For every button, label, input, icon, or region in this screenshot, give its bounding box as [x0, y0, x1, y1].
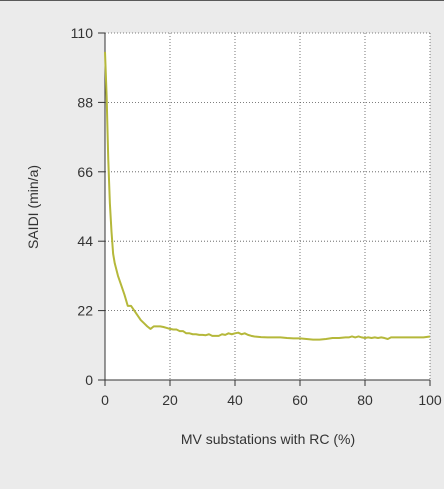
x-tick-label: 60: [292, 392, 308, 408]
grid: [105, 33, 430, 380]
y-tick-label: 44: [77, 233, 93, 249]
y-tick-label: 88: [77, 94, 93, 110]
x-tick-label: 80: [357, 392, 373, 408]
plot-background: [105, 33, 430, 380]
y-tick-label: 110: [71, 25, 94, 41]
x-tick-label: 20: [162, 392, 178, 408]
y-tick-label: 0: [85, 372, 93, 388]
x-tick-label: 100: [418, 392, 442, 408]
x-tick-label: 0: [101, 392, 109, 408]
x-tick-label: 40: [227, 392, 243, 408]
x-axis-label: MV substations with RC (%): [181, 431, 355, 447]
y-tick-label: 66: [77, 164, 93, 180]
y-axis-label: SAIDI (min/a): [25, 165, 41, 249]
y-tick-label: 22: [77, 303, 93, 319]
